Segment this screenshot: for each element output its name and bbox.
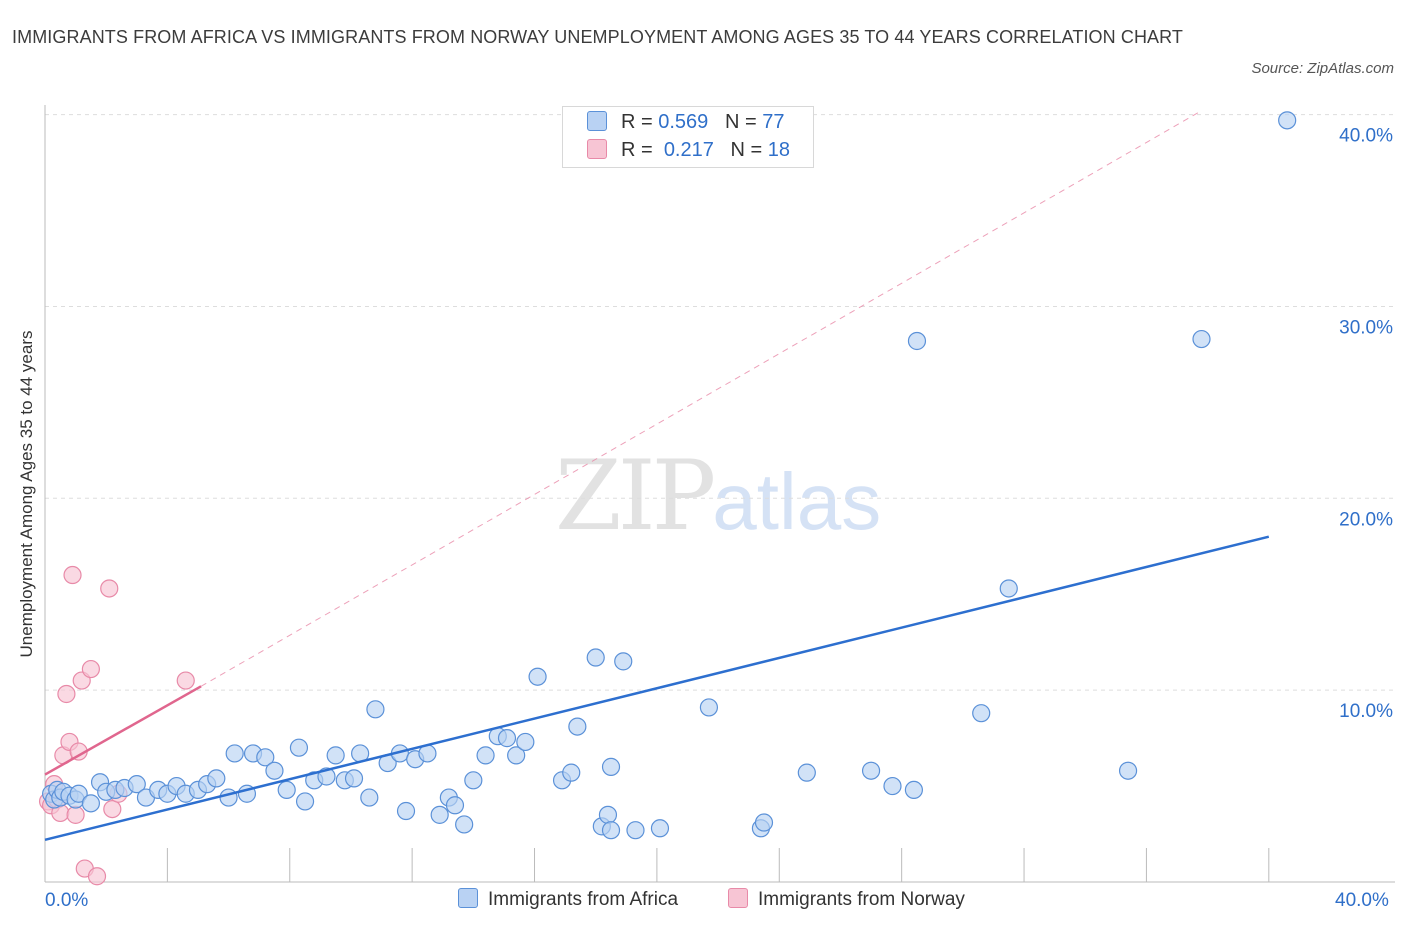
africa-point <box>754 813 774 832</box>
africa-point <box>601 757 621 776</box>
africa-point <box>1278 111 1297 130</box>
legend-norway-n-label: N = <box>730 139 763 161</box>
africa-point <box>396 801 416 821</box>
legend-norway-r-value: 0.217 <box>663 139 714 161</box>
legend-norway-n-value: 18 <box>767 139 791 161</box>
africa-point <box>883 776 902 796</box>
legend-africa-r-value: 0.569 <box>658 111 709 133</box>
norway-point <box>100 579 119 598</box>
watermark-zip: ZIP <box>555 440 716 552</box>
x-tick-label-min: 0.0% <box>45 890 89 911</box>
africa-point <box>507 746 526 765</box>
africa-point <box>207 769 226 788</box>
africa-point <box>598 805 618 824</box>
norway-point <box>66 805 85 824</box>
africa-point <box>861 761 881 780</box>
watermark-atlas: atlas <box>712 457 882 546</box>
bottom-legend-africa-label: Immigrants from Africa <box>488 889 679 910</box>
y-axis-label: Unemployment Among Ages 35 to 44 years <box>17 330 36 658</box>
africa-point <box>650 819 670 838</box>
africa-point <box>904 780 924 800</box>
africa-point <box>797 763 816 782</box>
africa-point <box>295 792 315 811</box>
africa-point <box>464 771 483 790</box>
africa-point <box>81 794 100 813</box>
correlation-legend: R = 0.569 N = 77 R = 0.217 N = 18 <box>562 106 814 168</box>
africa-point <box>326 746 345 765</box>
africa-point <box>972 704 991 723</box>
africa-point <box>626 821 645 840</box>
bottom-legend-swatch-norway <box>728 888 748 908</box>
y-tick-label: 40.0% <box>1339 126 1393 147</box>
africa-point <box>614 652 633 671</box>
norway-trendline-extended <box>200 110 1202 687</box>
y-tick-label: 20.0% <box>1339 509 1393 530</box>
africa-point <box>277 780 296 800</box>
source-credit: Source: ZipAtlas.com <box>1251 60 1394 77</box>
norway-trendline <box>44 685 202 776</box>
legend-row-africa: R = 0.569 N = 77 <box>587 111 784 139</box>
africa-point <box>225 744 244 763</box>
chart-title: IMMIGRANTS FROM AFRICA VS IMMIGRANTS FRO… <box>12 27 1184 47</box>
bottom-legend-norway: Immigrants from Norway <box>728 888 965 911</box>
legend-swatch-norway <box>587 139 607 159</box>
legend-swatch-africa <box>587 111 607 131</box>
africa-point <box>455 815 474 834</box>
africa-point <box>360 788 379 807</box>
africa-point <box>1118 761 1138 780</box>
africa-point <box>69 784 88 803</box>
y-tick-label: 10.0% <box>1339 701 1393 722</box>
norway-point <box>87 867 107 886</box>
legend-row-norway: R = 0.217 N = 18 <box>587 139 790 167</box>
africa-point <box>476 746 495 765</box>
africa-point <box>562 763 581 782</box>
africa-point <box>127 775 146 794</box>
africa-point <box>289 738 309 757</box>
bottom-legend-africa: Immigrants from Africa <box>458 888 678 911</box>
africa-point <box>568 717 587 736</box>
legend-africa-n-value: 77 <box>762 111 785 133</box>
africa-point <box>907 331 927 351</box>
y-tick-label: 30.0% <box>1339 317 1393 338</box>
norway-point <box>176 671 195 690</box>
africa-point <box>265 761 284 780</box>
legend-norway-r-label: R = <box>621 139 653 161</box>
africa-point <box>445 796 465 815</box>
watermark: ZIPatlas <box>555 440 881 552</box>
africa-point <box>256 748 275 767</box>
africa-point <box>586 648 605 667</box>
x-tick-label-max: 40.0% <box>1335 890 1389 911</box>
africa-point <box>516 732 535 752</box>
africa-point <box>699 698 719 717</box>
legend-africa-n-label: N = <box>724 111 757 133</box>
africa-point <box>430 805 449 824</box>
bottom-legend-swatch-africa <box>458 888 478 908</box>
legend-africa-r-label: R = <box>621 111 653 133</box>
norway-point <box>57 684 76 704</box>
africa-trendline <box>44 535 1270 842</box>
norway-point <box>103 799 122 819</box>
bottom-legend-norway-label: Immigrants from Norway <box>758 889 965 910</box>
africa-point <box>999 579 1018 598</box>
africa-point <box>497 729 517 748</box>
africa-point <box>601 821 621 840</box>
africa-point <box>366 700 385 719</box>
norway-point <box>81 659 100 679</box>
africa-point <box>528 667 547 686</box>
norway-point <box>63 565 82 585</box>
africa-point <box>1192 329 1211 349</box>
africa-point <box>344 769 364 788</box>
